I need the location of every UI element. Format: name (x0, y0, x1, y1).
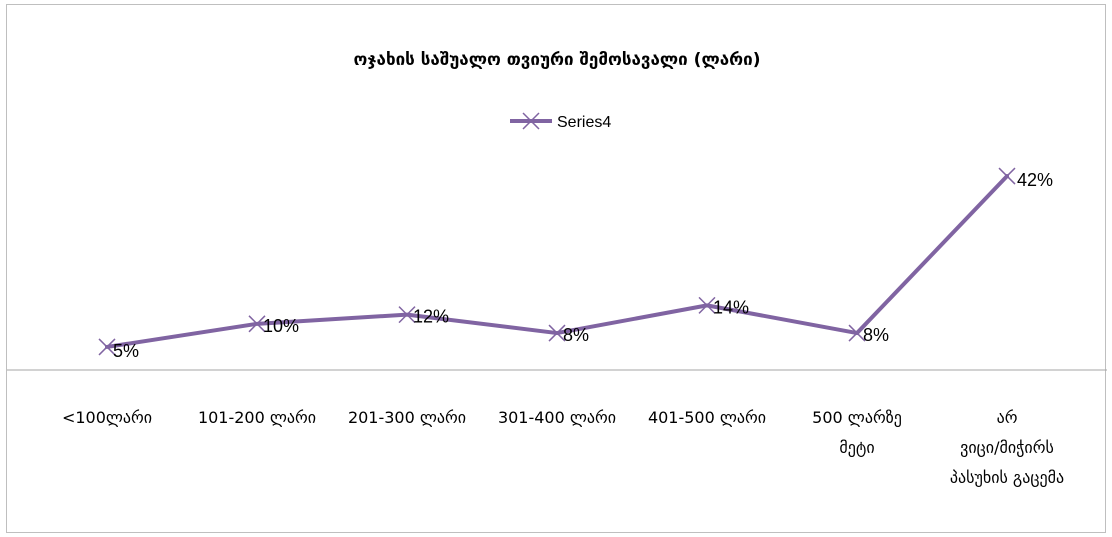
x-tick-label-6: 500 ლარზე მეტი (812, 408, 902, 457)
data-point-3 (398, 306, 416, 324)
x-tick-label-line: 301-400 ლარი (498, 408, 616, 427)
data-point-2 (248, 315, 266, 333)
data-point-5 (698, 296, 716, 314)
x-tick-label-2: 101-200 ლარი (198, 408, 316, 427)
chart-frame: ოჯახის საშუალო თვიური შემოსავალი (ლარი) … (6, 4, 1107, 533)
legend-x-marker (522, 112, 540, 130)
data-point-1 (98, 338, 116, 356)
x-tick-label-line: მეტი (839, 438, 874, 457)
x-tick-label-3: 201-300 ლარი (348, 408, 466, 427)
data-label-1: 5% (113, 341, 139, 361)
x-tick-label-line: <100ლარი (62, 408, 152, 427)
data-point-7 (998, 167, 1016, 185)
x-tick-labels: <100ლარი 101-200 ლარი 201-300 ლარი 301-400 … (62, 408, 1064, 487)
x-tick-label-line: ვიცი/მიჭირს (960, 438, 1054, 457)
x-tick-label-line: პასუხის გაცემა (950, 468, 1064, 487)
legend-label-series4: Series4 (557, 114, 611, 131)
x-tick-label-line: 201-300 ლარი (348, 408, 466, 427)
data-label-7: 42% (1017, 170, 1053, 190)
legend-marker-series4 (522, 112, 540, 130)
x-tick-label-1: <100ლარი (62, 408, 152, 427)
data-labels: 5% 10% 12% 8% 14% 8% 42% (113, 170, 1053, 361)
data-point-4 (548, 324, 566, 342)
data-label-3: 12% (413, 307, 449, 327)
data-label-5: 14% (713, 297, 749, 317)
x-tick-label-5: 401-500 ლარი (648, 408, 766, 427)
data-label-6: 8% (863, 325, 889, 345)
x-tick-label-line: 101-200 ლარი (198, 408, 316, 427)
legend: Series4 (510, 112, 611, 131)
chart-title: ოჯახის საშუალო თვიური შემოსავალი (ლარი) (354, 50, 761, 70)
data-point-6 (848, 324, 866, 342)
x-tick-label-line: 401-500 ლარი (648, 408, 766, 427)
series-line-series4 (105, 174, 1009, 349)
x-tick-label-4: 301-400 ლარი (498, 408, 616, 427)
x-tick-label-line: 500 ლარზე (812, 408, 902, 427)
x-tick-label-7: არ ვიცი/მიჭირს პასუხის გაცემა (950, 408, 1064, 487)
data-label-4: 8% (563, 325, 589, 345)
line-chart: ოჯახის საშუალო თვიური შემოსავალი (ლარი) … (7, 50, 1107, 487)
data-label-2: 10% (263, 316, 299, 336)
x-tick-label-line: არ (997, 408, 1018, 427)
plot-area (98, 167, 1016, 356)
